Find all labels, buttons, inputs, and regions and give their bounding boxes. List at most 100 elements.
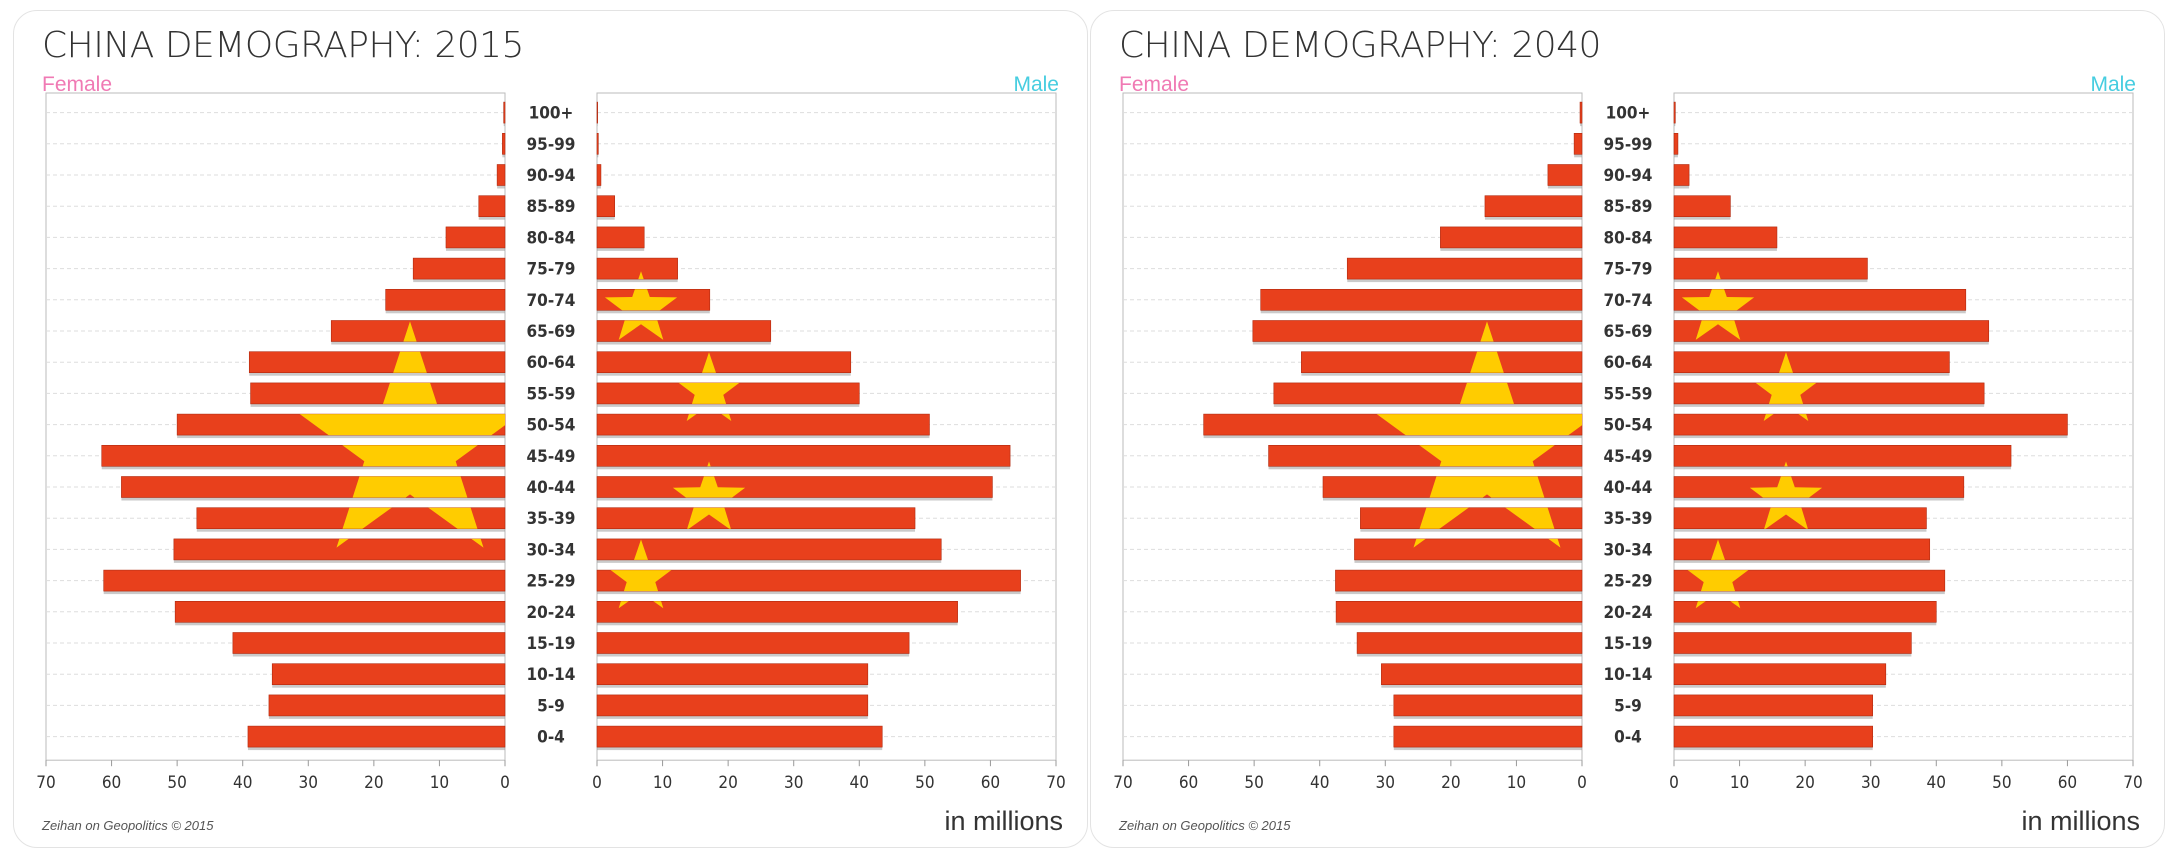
female-flag-star-icon xyxy=(291,321,506,548)
female-axis-tick: 40 xyxy=(1310,773,1329,793)
male-bar xyxy=(1673,538,1931,561)
male-axis-tick: 40 xyxy=(1927,773,1946,793)
age-group-label: 15-19 xyxy=(527,634,576,654)
male-flag-stars-icon xyxy=(604,271,746,609)
female-bar xyxy=(1573,133,1583,155)
pyramid-panel-2040: CHINA DEMOGRAPHY: 2040 Female Male 100+ 9… xyxy=(1090,10,2165,848)
male-bar xyxy=(596,725,883,748)
female-bar xyxy=(503,101,506,124)
male-bar xyxy=(596,569,1021,592)
female-bar xyxy=(1356,632,1583,654)
age-group-label: 20-24 xyxy=(527,603,576,623)
male-bar xyxy=(596,413,930,436)
female-bar xyxy=(103,569,506,592)
male-bar xyxy=(596,538,942,561)
male-bar xyxy=(596,663,869,686)
female-bar xyxy=(174,600,506,623)
male-axis-tick: 10 xyxy=(653,773,672,793)
age-group-label: 65-69 xyxy=(1604,322,1653,342)
female-bar xyxy=(1301,351,1583,374)
male-bar xyxy=(596,632,910,654)
female-bar xyxy=(271,663,506,686)
male-bar xyxy=(1673,663,1887,686)
male-bar xyxy=(596,257,678,280)
male-axis-tick: 70 xyxy=(1046,773,1065,793)
female-bar xyxy=(232,632,506,654)
male-axis-tick: 70 xyxy=(2123,773,2142,793)
age-group-label: 80-84 xyxy=(527,228,576,248)
female-bar xyxy=(385,288,506,311)
male-bar xyxy=(596,226,645,249)
age-group-label: 50-54 xyxy=(1604,416,1653,436)
male-axis-tick: 30 xyxy=(784,773,803,793)
male-bar xyxy=(1673,226,1778,249)
male-axis-tick: 10 xyxy=(1730,773,1749,793)
male-axis-tick: 0 xyxy=(1669,773,1679,793)
female-axis-tick: 10 xyxy=(1507,773,1526,793)
female-axis-tick: 0 xyxy=(500,773,510,793)
male-axis-tick: 50 xyxy=(1992,773,2011,793)
female-bar xyxy=(250,382,506,405)
chart-title: CHINA DEMOGRAPHY: 2015 xyxy=(42,25,524,66)
female-bar xyxy=(1260,288,1583,311)
age-group-label: 35-39 xyxy=(527,509,576,529)
male-axis-tick: 50 xyxy=(915,773,934,793)
female-flag-star-icon xyxy=(1368,321,1583,548)
age-group-label: 20-24 xyxy=(1604,603,1653,623)
age-group-label: 25-29 xyxy=(527,572,576,592)
credit-text: Zeihan on Geopolitics © 2015 xyxy=(1119,818,1291,833)
age-group-label: 95-99 xyxy=(527,135,576,155)
male-bar xyxy=(596,444,1011,467)
male-bar xyxy=(596,164,602,186)
female-bar xyxy=(330,320,506,342)
male-bar xyxy=(1673,725,1873,748)
age-group-label: 10-14 xyxy=(527,665,576,685)
male-axis-tick: 20 xyxy=(1795,773,1814,793)
age-group-label: 30-34 xyxy=(1604,540,1653,560)
male-bar xyxy=(1673,101,1676,124)
age-group-label: 10-14 xyxy=(1604,665,1653,685)
pyramid-chart-2040: 100+ 95-99 90-94 85-89 80-84 75-79 70-74 65-69 6… xyxy=(1113,92,2143,793)
female-bar xyxy=(478,195,506,217)
units-label: in millions xyxy=(2021,806,2140,836)
male-bar xyxy=(596,694,869,717)
male-bar xyxy=(1673,288,1967,311)
female-axis-tick: 0 xyxy=(1577,773,1587,793)
age-group-label: 55-59 xyxy=(527,384,576,404)
female-bar xyxy=(1354,538,1583,561)
female-bar xyxy=(412,257,506,280)
age-group-label: 95-99 xyxy=(1604,135,1653,155)
age-group-label: 90-94 xyxy=(527,166,576,186)
female-bar xyxy=(496,164,506,186)
age-group-label: 25-29 xyxy=(1604,572,1653,592)
male-bar xyxy=(1673,195,1731,217)
male-bar xyxy=(1673,694,1873,717)
male-bar xyxy=(596,507,916,530)
female-axis-tick: 60 xyxy=(102,773,121,793)
female-bar xyxy=(247,725,506,748)
male-flag-stars-icon xyxy=(1681,271,1823,609)
male-axis-tick: 40 xyxy=(850,773,869,793)
female-axis-tick: 50 xyxy=(167,773,186,793)
female-bar xyxy=(1393,694,1583,717)
female-bar xyxy=(1579,101,1583,124)
male-bar xyxy=(596,320,772,342)
male-bar xyxy=(1673,600,1937,623)
age-group-label: 70-74 xyxy=(527,291,576,311)
male-bar xyxy=(596,195,616,217)
female-bar xyxy=(268,694,506,717)
female-bar xyxy=(1547,164,1583,186)
age-group-label: 30-34 xyxy=(527,540,576,560)
age-group-label: 70-74 xyxy=(1604,291,1653,311)
male-bar xyxy=(1673,320,1990,342)
age-group-label: 55-59 xyxy=(1604,384,1653,404)
age-group-label: 60-64 xyxy=(527,353,576,373)
age-group-label: 85-89 xyxy=(1604,197,1653,217)
male-bar xyxy=(1673,632,1912,654)
female-axis-tick: 70 xyxy=(1113,773,1132,793)
female-bar xyxy=(1381,663,1583,686)
male-bar xyxy=(1673,476,1965,498)
female-axis-tick: 60 xyxy=(1179,773,1198,793)
age-group-label: 0-4 xyxy=(537,728,565,748)
age-group-label: 100+ xyxy=(1606,104,1651,124)
